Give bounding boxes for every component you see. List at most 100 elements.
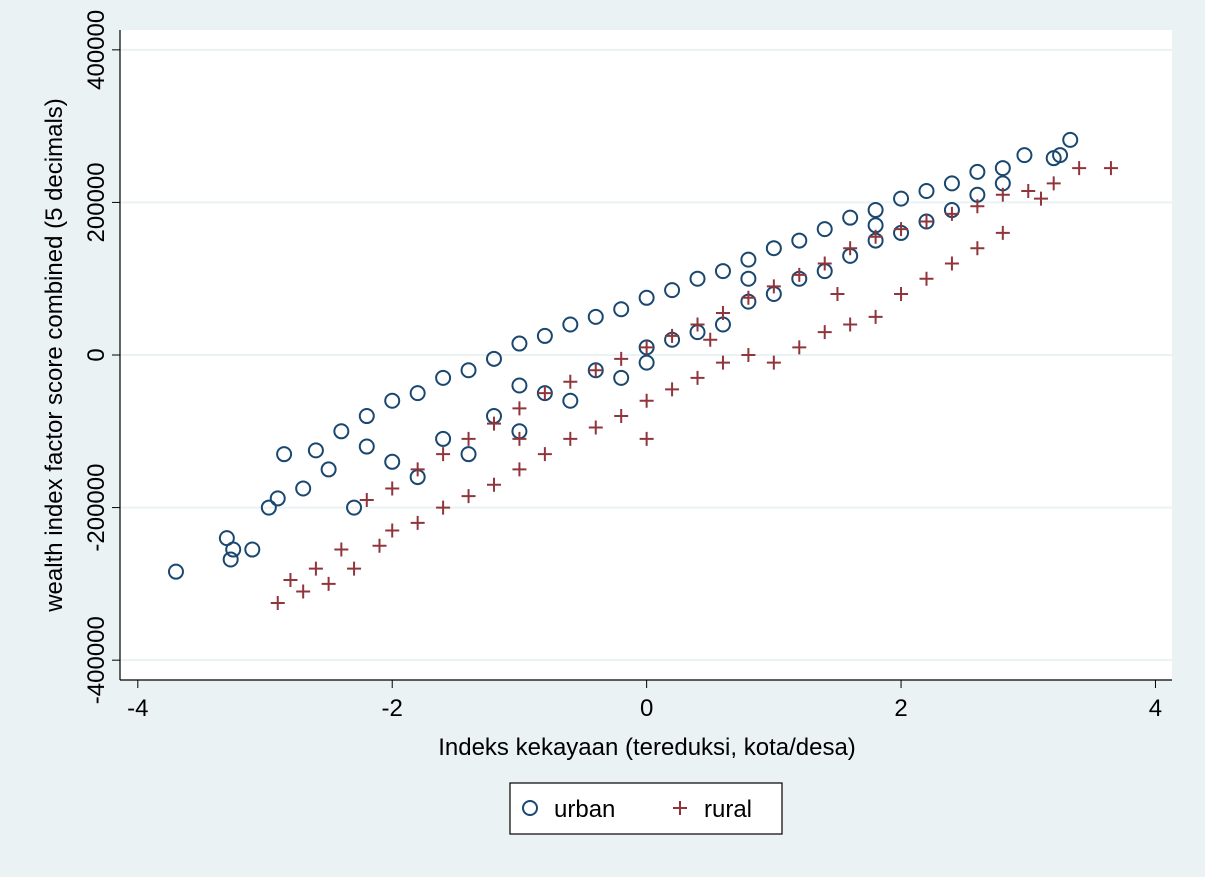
point (766, 355, 781, 370)
point (714, 263, 731, 280)
point (461, 431, 476, 446)
point (244, 541, 261, 558)
point (347, 561, 362, 576)
point (613, 369, 630, 386)
y-tick-label: 400000 (83, 10, 110, 90)
point (943, 175, 960, 192)
point (1103, 161, 1118, 176)
point (995, 225, 1010, 240)
point (817, 325, 832, 340)
point (372, 538, 387, 553)
point (1062, 131, 1079, 148)
point (994, 160, 1011, 177)
point (270, 595, 285, 610)
x-tick-label: 2 (894, 695, 907, 722)
point (715, 306, 730, 321)
point (269, 490, 286, 507)
point (385, 523, 400, 538)
y-tick-label: -400000 (83, 616, 110, 704)
point (689, 270, 706, 287)
point (276, 446, 293, 463)
point (225, 541, 242, 558)
point (639, 393, 654, 408)
point (690, 370, 705, 385)
point (791, 232, 808, 249)
point (969, 163, 986, 180)
point (830, 286, 845, 301)
y-axis-title: wealth index factor score combined (5 de… (41, 98, 68, 613)
legend-label: rural (704, 796, 752, 823)
point (1033, 191, 1048, 206)
point (1021, 183, 1036, 198)
point (260, 499, 277, 516)
point (435, 369, 452, 386)
point (741, 290, 756, 305)
point (995, 187, 1010, 202)
point (766, 279, 781, 294)
point (970, 241, 985, 256)
point (333, 423, 350, 440)
point (816, 221, 833, 238)
point (690, 317, 705, 332)
point (665, 328, 680, 343)
point (1052, 147, 1069, 164)
point (296, 584, 311, 599)
point (320, 461, 337, 478)
point (307, 442, 324, 459)
point (485, 350, 502, 367)
point (359, 492, 374, 507)
point (970, 199, 985, 214)
point (868, 229, 883, 244)
point (385, 481, 400, 496)
point (295, 480, 312, 497)
legend-marker (522, 800, 538, 816)
point (486, 416, 501, 431)
point (842, 209, 859, 226)
point (918, 182, 935, 199)
y-tick-label: 200000 (83, 162, 110, 242)
point (588, 363, 603, 378)
point (868, 309, 883, 324)
point (283, 573, 298, 588)
point (1016, 147, 1033, 164)
point (893, 190, 910, 207)
x-tick-label: -4 (127, 695, 148, 722)
point (741, 348, 756, 362)
point (460, 446, 477, 463)
point (817, 256, 832, 271)
point (639, 340, 654, 355)
y-tick-label: 0 (83, 348, 110, 361)
point (894, 222, 909, 237)
point (358, 438, 375, 455)
point (436, 500, 451, 515)
point (486, 477, 501, 492)
point (638, 354, 655, 371)
point (461, 489, 476, 504)
x-tick-label: 4 (1149, 695, 1162, 722)
x-axis-title: Indeks kekayaan (tereduksi, kota/desa) (438, 734, 856, 761)
point (792, 267, 807, 282)
point (843, 241, 858, 256)
point (512, 431, 527, 446)
point (358, 408, 375, 425)
point (436, 447, 451, 462)
point (511, 377, 528, 394)
point (563, 374, 578, 389)
point (321, 576, 336, 591)
point (460, 362, 477, 379)
point (410, 515, 425, 530)
point (435, 430, 452, 447)
point (894, 286, 909, 301)
x-tick-label: -2 (382, 695, 403, 722)
legend-label: urban (554, 796, 615, 823)
x-tick-label: 0 (640, 695, 653, 722)
legend-box (509, 782, 783, 835)
point (562, 316, 579, 333)
point (792, 340, 807, 355)
point (384, 392, 401, 409)
point (614, 409, 629, 424)
point (664, 282, 681, 299)
point (944, 206, 959, 221)
point (919, 214, 934, 229)
